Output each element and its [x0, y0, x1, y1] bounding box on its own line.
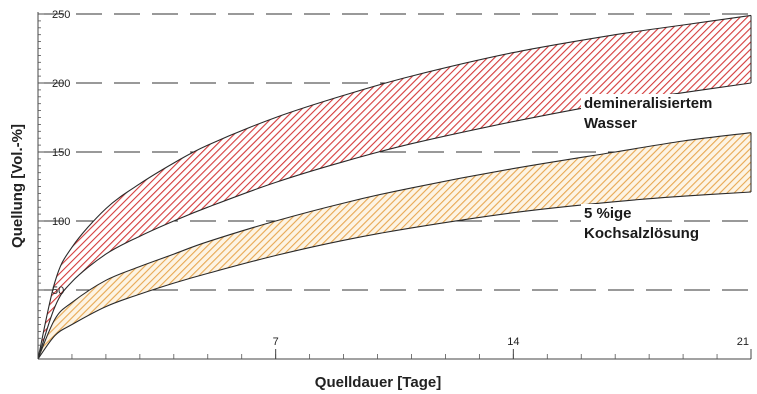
series-label-bg [581, 114, 639, 132]
band-series-2 [38, 132, 751, 359]
y-tick-label: 100 [52, 216, 70, 228]
y-tick-label: 150 [52, 147, 70, 159]
series-label-1: demineralisiertem Wasser [581, 94, 734, 132]
x-tick-label: 14 [507, 336, 519, 348]
series-bands [37, 14, 752, 360]
x-tick-label: 7 [273, 336, 279, 348]
upper-line-series-2 [37, 132, 752, 360]
series-label-bg [581, 94, 734, 112]
y-tick-label: 50 [52, 285, 64, 297]
band-series-1 [38, 15, 751, 360]
y-tick-label: 250 [52, 9, 70, 21]
series-label-line: Wasser [584, 115, 637, 132]
series-label-line: Kochsalzlösung [584, 225, 699, 242]
annotations: demineralisiertem Wasser 5 %ige Kochsalzlös… [581, 94, 734, 242]
x-axis-title: Quelldauer [Tage] [315, 374, 441, 391]
x-tick-label: 21 [737, 336, 749, 348]
series-label-bg [581, 204, 639, 222]
series-label-2: 5 %ige Kochsalzlösung [581, 204, 708, 242]
axis-ticks: 50 100 150 200 250 7 14 21 [38, 9, 752, 359]
y-axis-title: Quellung [Vol.-%] [9, 124, 26, 248]
series-label-line: demineralisiertem [584, 95, 712, 112]
lower-line-series-2 [37, 191, 752, 360]
series-label-line: 5 %ige [584, 205, 632, 222]
y-tick-label: 200 [52, 78, 70, 90]
axes [37, 12, 751, 360]
series-label-bg [581, 224, 708, 242]
upper-line-series-1 [37, 14, 752, 360]
